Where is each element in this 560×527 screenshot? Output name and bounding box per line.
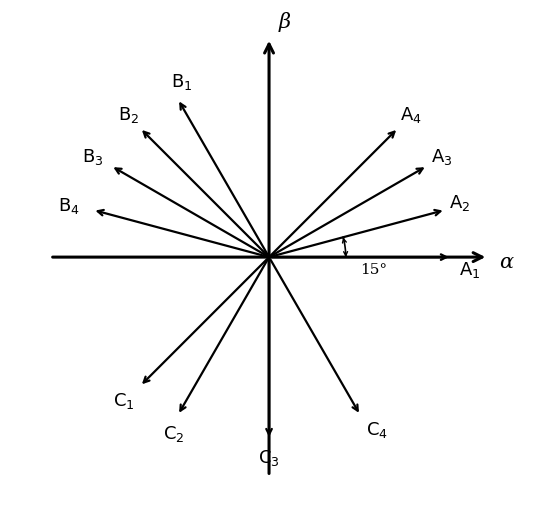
Text: α: α	[499, 253, 514, 272]
Text: $\mathrm{C}_{4}$: $\mathrm{C}_{4}$	[366, 420, 388, 440]
Text: β: β	[278, 13, 290, 33]
Text: $\mathrm{B}_{2}$: $\mathrm{B}_{2}$	[118, 105, 139, 125]
Text: $\mathrm{A}_{3}$: $\mathrm{A}_{3}$	[431, 147, 452, 167]
Text: $\mathrm{A}_{2}$: $\mathrm{A}_{2}$	[450, 192, 471, 212]
Text: $\mathrm{A}_{1}$: $\mathrm{A}_{1}$	[459, 260, 480, 280]
Text: $\mathrm{B}_{4}$: $\mathrm{B}_{4}$	[58, 196, 80, 216]
Text: $\mathrm{B}_{3}$: $\mathrm{B}_{3}$	[82, 147, 104, 167]
Text: $\mathrm{C}_{3}$: $\mathrm{C}_{3}$	[258, 448, 280, 468]
Text: $\mathrm{B}_{1}$: $\mathrm{B}_{1}$	[171, 73, 192, 93]
Text: $\mathrm{C}_{1}$: $\mathrm{C}_{1}$	[113, 391, 134, 411]
Text: 15°: 15°	[361, 263, 388, 277]
Text: $\mathrm{C}_{2}$: $\mathrm{C}_{2}$	[164, 424, 185, 444]
Text: $\mathrm{A}_{4}$: $\mathrm{A}_{4}$	[400, 105, 422, 125]
